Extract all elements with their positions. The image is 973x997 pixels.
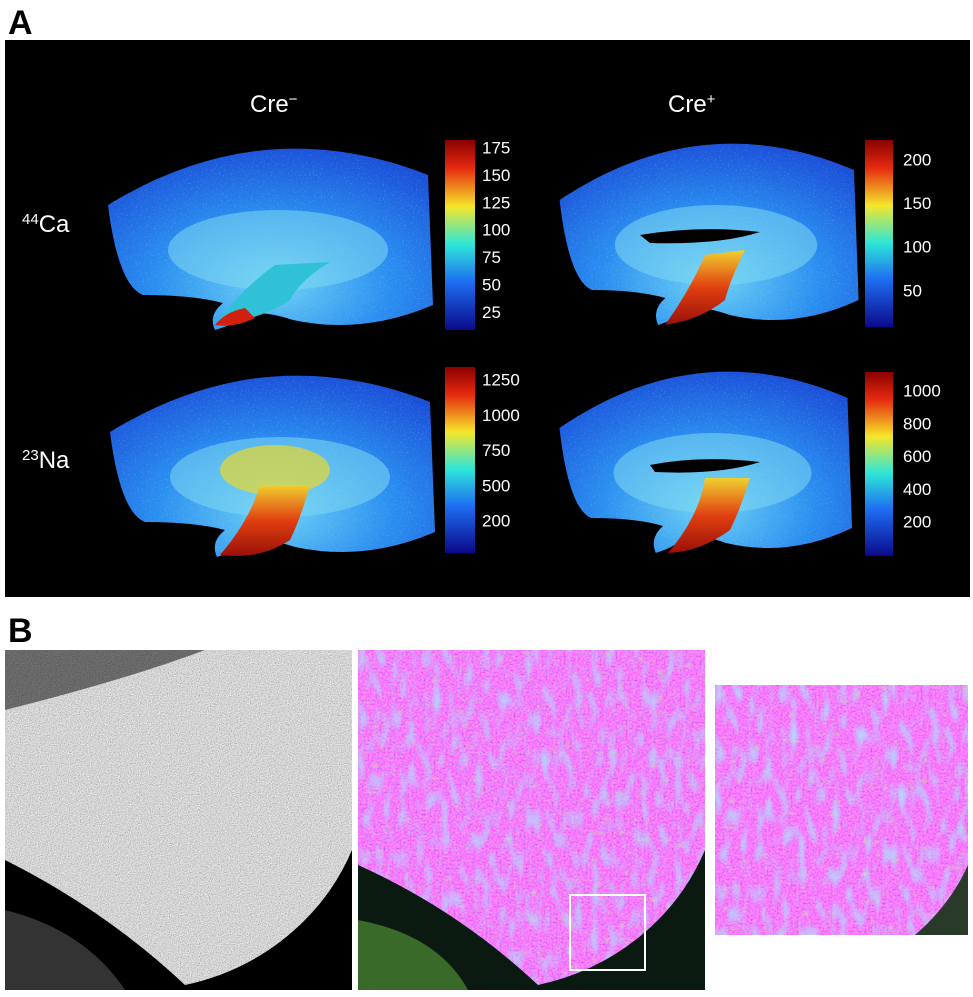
colorbar-tick-label: 400	[903, 480, 931, 499]
colorbar	[445, 140, 475, 330]
grayscale-image	[5, 650, 352, 990]
column-header: Cre+	[668, 91, 716, 119]
colorbar	[865, 372, 893, 556]
kidney-image	[555, 368, 861, 568]
fluorescence-image	[358, 650, 705, 990]
colorbar-tick-label: 750	[482, 441, 510, 460]
panel-label: A	[8, 4, 33, 42]
colorbar-tick-label: 125	[482, 193, 510, 212]
kidney-image	[103, 145, 443, 345]
colorbar-tick-label: 50	[903, 281, 922, 300]
colorbar-tick-label: 200	[482, 512, 510, 531]
colorbar-tick-label: 600	[903, 447, 931, 466]
panel-label: B	[8, 612, 33, 650]
colorbar-tick-label: 200	[903, 513, 931, 532]
row-label: 23Na	[22, 447, 70, 475]
colorbar-ticks: 175 150 125 100 75 50 25 200 150 100 50 1250 1000 750…	[482, 138, 941, 531]
colorbar	[445, 367, 475, 553]
row-label: 44Ca	[22, 211, 70, 239]
colorbar-tick-label: 100	[482, 221, 510, 240]
colorbar-tick-label: 1000	[482, 406, 520, 425]
kidney-image	[105, 372, 445, 572]
colorbar-tick-label: 1000	[903, 381, 941, 400]
colorbar-tick-label: 150	[903, 194, 931, 213]
colorbar-tick-label: 50	[482, 275, 501, 294]
colorbar-tick-label: 25	[482, 303, 501, 322]
colorbar-tick-label: 200	[903, 150, 931, 169]
zoom-image	[715, 685, 968, 935]
colorbar-tick-label: 1250	[482, 370, 520, 389]
colorbar-tick-label: 75	[482, 248, 501, 267]
colorbar-tick-label: 150	[482, 166, 510, 185]
colorbar-tick-label: 800	[903, 414, 931, 433]
kidney-image	[555, 140, 868, 340]
colorbar-tick-label: 175	[482, 138, 510, 157]
colorbar	[865, 140, 893, 327]
colorbar-tick-label: 100	[903, 238, 931, 257]
column-header: Cre−	[250, 91, 298, 119]
colorbar-tick-label: 500	[482, 476, 510, 495]
